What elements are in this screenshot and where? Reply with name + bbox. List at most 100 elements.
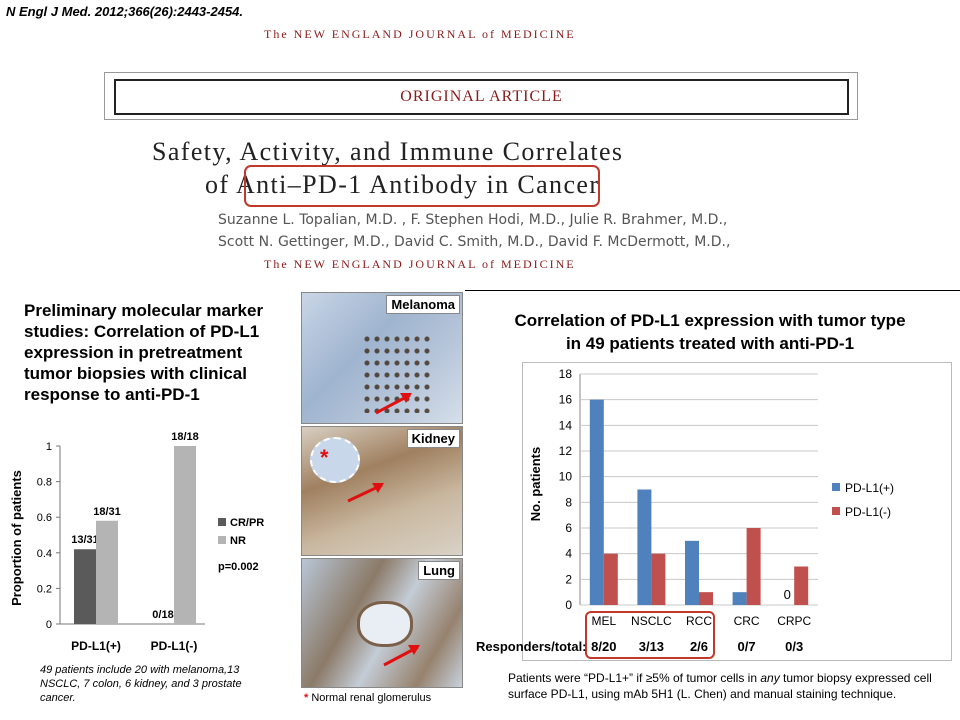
divider-line [465, 290, 960, 291]
left-bar-label: 0/18 [152, 609, 173, 621]
left-chart-tick-label: 0.6 [37, 512, 52, 524]
responder-value-crpc: 0/3 [785, 639, 804, 654]
note-part2: tumor biopsy expressed cell surface PD-L… [508, 671, 932, 701]
arrow-icon [375, 393, 412, 415]
citation: N Engl J Med. 2012;366(26):2443-2454. [6, 4, 243, 19]
pdl1-definition-note: Patients were “PD-L1+” if ≥5% of tumor c… [508, 670, 958, 702]
right-chart-tick-label: 16 [559, 393, 573, 407]
article-title-line1: Safety, Activity, and Immune Correlates [152, 137, 624, 166]
right-chart-tick-label: 14 [559, 418, 573, 432]
caption-text: Normal renal glomerulus [308, 692, 432, 704]
right-chart-tick-label: 6 [565, 521, 572, 535]
left-chart-ylabel: Proportion of patients [9, 470, 24, 606]
original-article-frame [104, 72, 858, 120]
right-chart-bars: MEL NSCLC RCC CRC 0 CRPC [589, 399, 812, 628]
authors-line1: Suzanne L. Topalian, M.D. , F. Stephen H… [218, 212, 728, 228]
left-category-label: PD-L1(+) [71, 639, 121, 653]
right-chart-tick-label: 0 [565, 598, 572, 612]
title-highlight-box [244, 165, 600, 207]
right-bar-rcc-pos [685, 540, 699, 605]
citation-journal: N Engl J Med. [6, 4, 92, 19]
left-chart-tick-label: 1 [46, 441, 52, 453]
left-chart-bars: 13/31 18/31 PD-L1(+) 0/18 18/18 PD-L1(-) [71, 431, 199, 653]
right-chart-title: Correlation of PD-L1 expression with tum… [480, 309, 940, 355]
right-bar-nsclc-pos [637, 489, 652, 605]
left-chart-tick-label: 0.8 [37, 477, 52, 489]
responders-label: Responders/total: [476, 639, 587, 654]
citation-ref: 2012;366(26):2443-2454. [91, 4, 244, 19]
original-article-banner: ORIGINAL ARTICLE [114, 79, 849, 115]
right-chart-frame [522, 362, 952, 661]
right-chart-tick-label: 8 [565, 495, 572, 509]
right-category-label: RCC [686, 614, 712, 628]
right-chart-ylabel: No. patients [528, 447, 543, 521]
right-chart-tick-label: 10 [559, 470, 573, 484]
right-chart-title-line2: in 49 patients treated with anti-PD-1 [565, 334, 855, 353]
legend-swatch-pdl1-pos [832, 483, 840, 491]
right-category-label: CRPC [777, 614, 811, 628]
legend-label-crpr: CR/PR [230, 517, 264, 529]
nejm-masthead-bottom: The NEW ENGLAND JOURNAL of MEDICINE [264, 257, 576, 271]
arrow-icon [347, 483, 384, 503]
right-chart-tick-label: 18 [559, 367, 573, 381]
melanoma-stain [362, 333, 432, 413]
legend-label-pdl1-pos: PD-L1(+) [845, 481, 894, 495]
p-value: p=0.002 [218, 561, 259, 573]
right-bar-mel-pos [589, 399, 604, 605]
panel-label-lung: Lung [418, 561, 460, 580]
original-article-label: ORIGINAL ARTICLE [400, 88, 563, 105]
legend-label-pdl1-neg: PD-L1(-) [845, 505, 891, 519]
legend-swatch-crpr [218, 518, 226, 526]
article-title-of: of [205, 170, 230, 199]
right-chart-tick-label: 2 [565, 572, 572, 586]
response-chart: Proportion of patients 0 0.2 0.4 0.6 0.8 1 13… [9, 431, 264, 653]
legend-swatch-nr [218, 536, 226, 544]
arrow-icon [383, 645, 420, 667]
tumor-type-chart: No. patients 0 2 4 6 8 10 12 14 16 18 MEL NSCLC RCC… [528, 367, 894, 628]
left-bar-nr-1 [174, 446, 196, 624]
right-category-label: MEL [591, 614, 616, 628]
left-heading: Preliminary molecular marker studies: Co… [24, 301, 264, 404]
responder-value-rcc: 2/6 [689, 639, 709, 654]
image-caption: * Normal renal glomerulus [304, 692, 431, 704]
right-bar-crc-pos [732, 592, 747, 605]
authors-line2: Scott N. Gettinger, M.D., David C. Smith… [218, 234, 731, 250]
right-bar-crc-neg [746, 528, 761, 605]
responder-value-mel: 8/20 [591, 639, 617, 654]
right-chart-tick-label: 12 [559, 444, 573, 458]
article-title-highlight: Anti–PD-1 Antibody [235, 170, 479, 199]
panel-label-melanoma: Melanoma [386, 295, 460, 314]
note-emphasis: any [760, 671, 780, 685]
legend-swatch-pdl1-neg [832, 507, 840, 515]
right-chart-legend: PD-L1(+) PD-L1(-) [832, 481, 894, 519]
right-bar-crpc-neg [794, 566, 809, 605]
responder-value-crc: 0/7 [737, 639, 756, 654]
right-bar-rcc-neg [699, 592, 713, 605]
left-chart-legend: CR/PR NR [218, 517, 264, 547]
responders-highlight-box [585, 611, 715, 659]
right-bar-mel-neg [603, 553, 618, 605]
left-chart-tick-label: 0 [46, 619, 52, 631]
panel-label-kidney: Kidney [406, 429, 460, 448]
left-chart-tick-label: 0.4 [37, 548, 52, 560]
responder-value-nsclc: 3/13 [638, 639, 665, 654]
article-title-end: in Cancer [486, 170, 600, 199]
right-category-label: NSCLC [631, 614, 672, 628]
right-zero-label: 0 [784, 587, 791, 602]
left-bar-label: 13/31 [71, 534, 99, 546]
right-category-label: CRC [734, 614, 760, 628]
note-part1: Patients were “PD-L1+” if ≥5% of tumor c… [508, 671, 761, 685]
left-bar-nr-0 [96, 520, 118, 624]
right-bar-nsclc-neg [651, 553, 666, 605]
asterisk-marker: * [320, 445, 329, 470]
nejm-masthead-top: The NEW ENGLAND JOURNAL of MEDICINE [264, 27, 576, 41]
image-panel-kidney: * Kidney [301, 426, 463, 556]
right-chart-title-line1: Correlation of PD-L1 expression with tum… [514, 311, 906, 330]
right-chart-tick-label: 4 [565, 547, 572, 561]
left-bar-crpr-0 [74, 549, 96, 624]
left-chart-tick-label: 0.2 [37, 583, 52, 595]
glomerulus [310, 437, 360, 483]
lung-lumen [357, 601, 413, 647]
left-chart-ticks: 0 0.2 0.4 0.6 0.8 1 [37, 441, 60, 631]
article-title-line2: of Anti–PD-1 Antibody in Cancer [205, 170, 599, 200]
